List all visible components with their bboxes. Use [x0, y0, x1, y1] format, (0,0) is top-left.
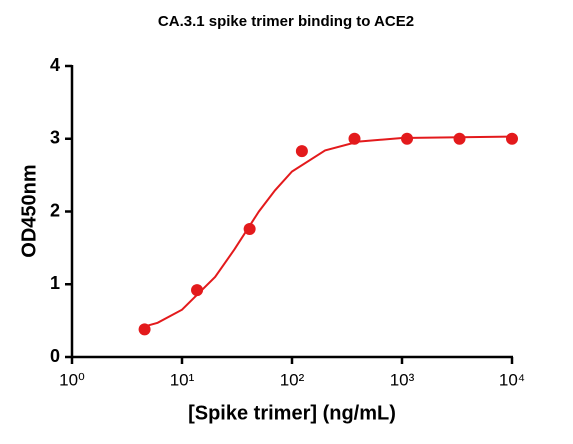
y-tick-label: 0 [50, 346, 60, 366]
fit-curve [144, 135, 513, 328]
x-tick-label: 10³ [390, 370, 415, 389]
chart-title: CA.3.1 spike trimer binding to ACE2 [158, 13, 414, 30]
x-tick-label: 10⁰ [59, 370, 85, 389]
y-tick-label: 3 [50, 128, 60, 148]
data-point [453, 132, 466, 145]
x-tick-label: 10¹ [170, 370, 195, 389]
data-point [506, 132, 518, 145]
y-tick-label: 2 [50, 200, 60, 220]
x-axis-label: [Spike trimer] (ng/mL) [188, 402, 396, 424]
y-axis-label: OD450nm [18, 164, 40, 257]
y-tick-label: 4 [50, 55, 60, 75]
data-point [295, 145, 308, 158]
x-tick-label: 10² [280, 370, 305, 389]
x-tick-label: 10⁴ [499, 370, 525, 389]
y-tick-label: 1 [50, 273, 60, 293]
